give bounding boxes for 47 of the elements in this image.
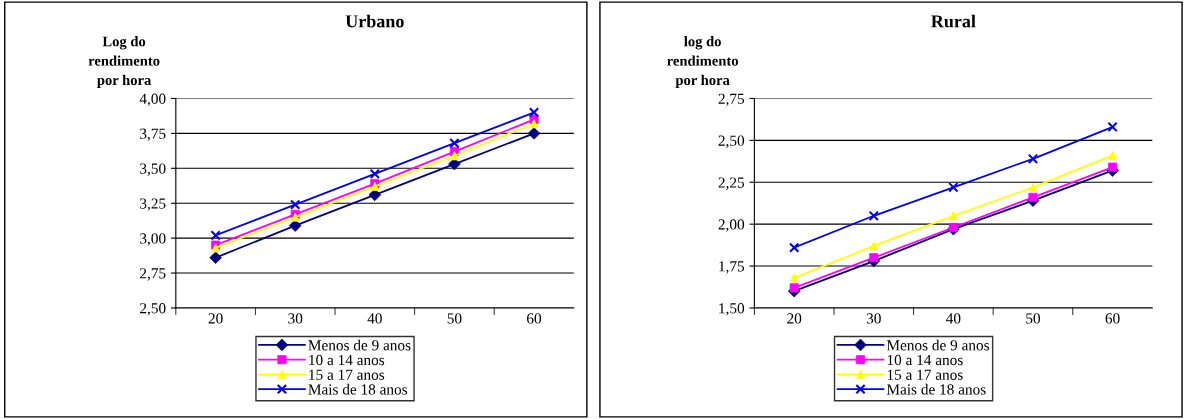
point [1107, 121, 1118, 133]
x-tick-label: 30 [288, 313, 303, 324]
y-tick-label: 3,75 [140, 128, 166, 142]
legend-label: 10 a 14 anos [887, 354, 963, 366]
point [528, 107, 540, 118]
chart-title: Rural [931, 14, 976, 28]
point [948, 182, 959, 193]
y-tick-label: 2,75 [718, 93, 745, 107]
x-tick-label: 40 [367, 313, 382, 324]
x-tick-label: 30 [866, 313, 881, 324]
legend-label: 15 a 17 anos [887, 369, 963, 380]
y-tick-label: 2,75 [140, 268, 166, 281]
legend-label: Menos de 9 anos [886, 339, 990, 351]
point [449, 137, 460, 149]
point [1108, 150, 1118, 160]
x-tick-label: 60 [527, 313, 542, 324]
x-tick-label: 50 [1026, 313, 1041, 324]
y-tick-label: 3,00 [140, 233, 166, 246]
legend-label: Mais de 18 anos [886, 383, 986, 395]
y-tick-label: 3,50 [140, 163, 166, 176]
x-tick-label: 20 [787, 313, 802, 324]
x-tick-label: 40 [946, 313, 961, 324]
y-tick-label: 2,25 [718, 177, 745, 190]
y-axis-title: log do rendimento por hora [667, 36, 739, 88]
y-tick-label: 3,25 [140, 198, 166, 211]
y-axis-title: Log do rendimento por hora [88, 36, 160, 88]
chart-title: Urbano [345, 14, 404, 28]
y-tick-label: 4,00 [139, 93, 166, 107]
legend-label: 10 a 14 anos [309, 354, 385, 366]
point [290, 199, 301, 210]
y-tick-label: 2,00 [718, 219, 745, 232]
legend-label: Mais de 18 anos [308, 383, 408, 395]
legend-label: 15 a 17 anos [309, 369, 385, 380]
point [210, 230, 221, 241]
point [529, 119, 539, 129]
y-tick-label: 1,75 [719, 261, 745, 274]
x-tick-label: 50 [447, 313, 462, 324]
point [369, 168, 381, 180]
y-tick-label: 1,50 [719, 303, 745, 316]
y-tick-label: 2,50 [140, 303, 166, 316]
x-tick-label: 60 [1105, 313, 1120, 324]
y-tick-label: 2,50 [718, 135, 745, 149]
legend-label: Menos de 9 anos [308, 339, 411, 351]
point [1027, 153, 1039, 165]
point [868, 210, 879, 221]
x-tick-label: 20 [208, 313, 223, 324]
point [788, 242, 800, 253]
